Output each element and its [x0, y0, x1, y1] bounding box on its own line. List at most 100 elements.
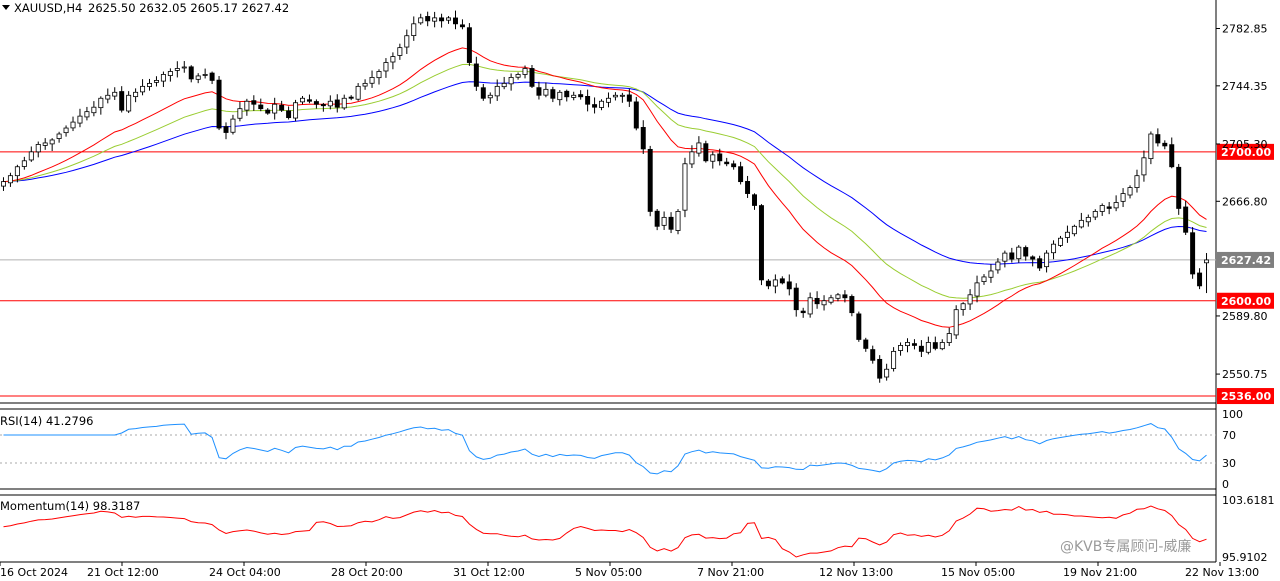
candle-body	[383, 62, 389, 72]
candle-body	[654, 210, 660, 227]
candle-body	[995, 261, 1001, 271]
candle-body	[487, 94, 493, 99]
candle-body	[925, 342, 931, 353]
candle-body	[1078, 219, 1084, 228]
candle-body	[133, 91, 139, 98]
candle-body	[286, 110, 292, 119]
candle-body	[550, 89, 556, 99]
candle-body	[181, 66, 187, 69]
level-price-box	[1217, 388, 1274, 405]
candle-body	[543, 88, 549, 96]
candle-body	[967, 294, 973, 305]
candle-body	[668, 216, 674, 230]
candle-body	[758, 205, 764, 281]
candle-body	[126, 94, 132, 112]
candle-body	[807, 297, 813, 315]
price-tick-label: 2782.85	[1222, 23, 1268, 36]
candle-body	[466, 27, 472, 63]
time-axis: 16 Oct 2024 21 Oct 12:00 24 Oct 04:00 28 Oc…	[0, 562, 1259, 579]
candle-body	[891, 350, 897, 369]
candle-body	[49, 139, 55, 145]
candle-body	[362, 82, 368, 87]
candle-body	[661, 216, 667, 226]
time-tick-label: 16 Oct 2024	[0, 566, 68, 579]
price-tick-label: 2705.30	[1222, 138, 1268, 151]
candle-body	[508, 77, 514, 85]
time-tick-label: 15 Nov 05:00	[941, 566, 1015, 579]
candle-body	[1051, 243, 1057, 254]
candle-body	[619, 94, 625, 97]
candle-body	[251, 100, 257, 105]
candle-body	[592, 104, 598, 108]
candle-body	[77, 115, 83, 124]
candle-body	[522, 68, 528, 75]
candle-body	[988, 270, 994, 278]
candle-body	[557, 91, 563, 101]
candle-body	[258, 104, 264, 110]
time-tick-label: 12 Nov 13:00	[819, 566, 893, 579]
price-tick-label: 2744.35	[1222, 80, 1268, 93]
candle-body	[1058, 237, 1063, 246]
candle-body	[1030, 256, 1036, 260]
time-tick-label: 19 Nov 21:00	[1063, 566, 1137, 579]
candle-body	[612, 94, 618, 98]
candle-body	[633, 101, 639, 129]
candle-body	[960, 303, 966, 310]
level-price-label: 2700.00	[1221, 146, 1271, 159]
candle-body	[856, 313, 862, 340]
rsi-tick-label: 100	[1222, 408, 1243, 421]
candle-body	[1190, 232, 1196, 275]
candle-body	[28, 151, 34, 161]
candle-body	[932, 342, 938, 349]
momentum-label: Momentum(14) 98.3187	[0, 499, 140, 513]
candle-body	[223, 126, 229, 133]
candle-body	[14, 166, 20, 177]
candle-body	[0, 181, 6, 187]
candle-body	[696, 142, 702, 154]
candle-body	[689, 151, 695, 165]
collapse-triangle-icon[interactable]	[2, 5, 10, 10]
candle-body	[98, 97, 104, 109]
candle-body	[1127, 187, 1133, 196]
candle-body	[1009, 252, 1015, 260]
candle-body	[494, 85, 500, 97]
candle-body	[432, 17, 438, 22]
candle-body	[898, 345, 904, 351]
candle-body	[265, 109, 271, 114]
candle-body	[244, 100, 250, 111]
candle-body	[1106, 206, 1112, 209]
candle-body	[918, 345, 924, 352]
candle-body	[446, 17, 452, 21]
candle-body	[313, 101, 319, 105]
candle-body	[112, 91, 118, 97]
candle-body	[939, 342, 945, 350]
candle-body	[91, 106, 97, 114]
candle-body	[821, 300, 827, 306]
candle-body	[1023, 247, 1029, 257]
candle-body	[731, 163, 737, 168]
price-tick-label: 2666.80	[1222, 195, 1268, 208]
level-price-label: 2536.00	[1221, 390, 1271, 403]
candle-body	[765, 280, 771, 287]
candle-body	[828, 297, 834, 303]
candle-body	[341, 97, 347, 109]
candle-body	[1176, 166, 1182, 209]
candle-body	[7, 175, 13, 184]
candle-body	[1016, 246, 1022, 260]
candle-body	[202, 74, 208, 76]
candle-body	[626, 94, 632, 102]
candle-body	[1044, 252, 1050, 268]
candle-body	[675, 211, 681, 231]
candle-body	[1197, 272, 1203, 287]
candle-body	[418, 17, 424, 24]
rsi-line	[3, 423, 1207, 475]
time-tick-label: 22 Nov 13:00	[1185, 566, 1259, 579]
rsi-label: RSI(14) 41.2796	[0, 414, 94, 428]
candle-body	[105, 94, 111, 100]
candle-body	[779, 278, 785, 284]
candle-body	[786, 281, 792, 290]
candle-body	[453, 17, 458, 25]
current-price-box	[1217, 251, 1274, 268]
candle-body	[571, 94, 577, 98]
